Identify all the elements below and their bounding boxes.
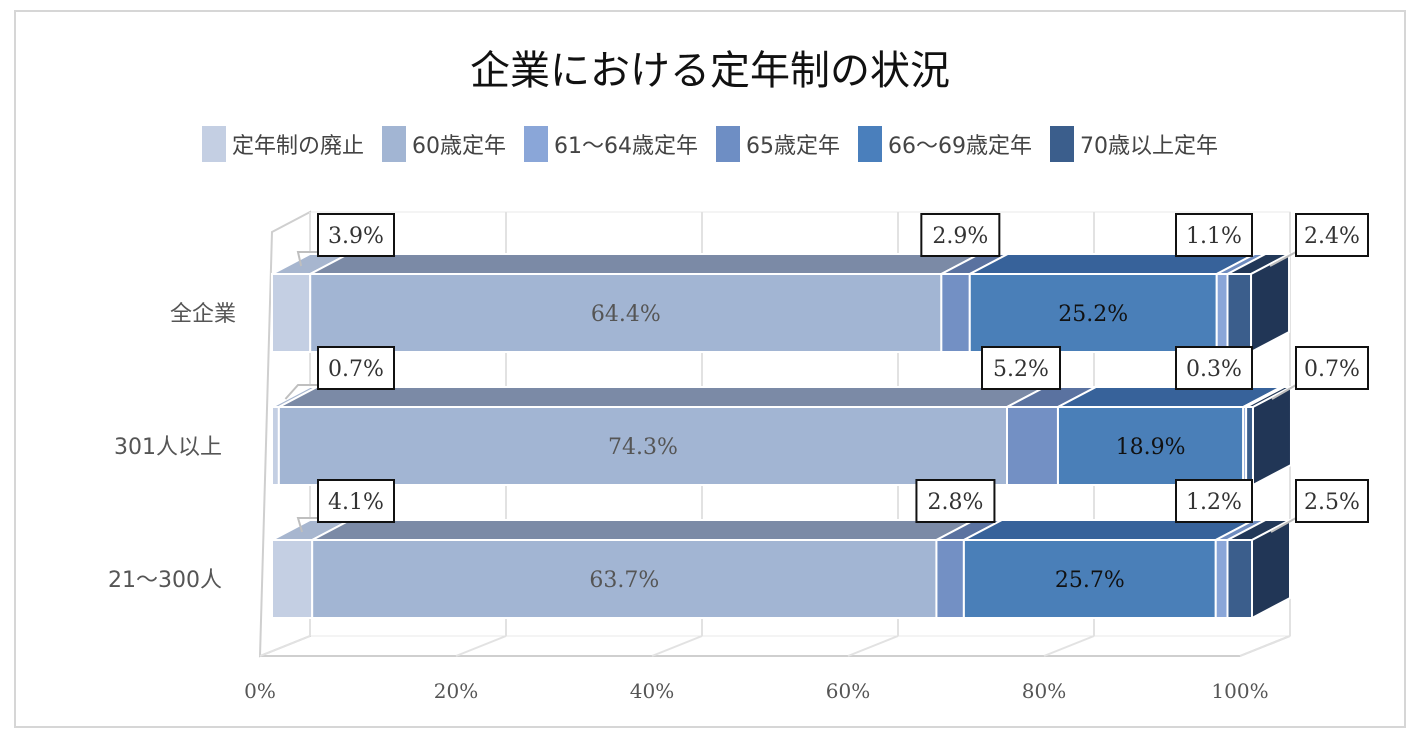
callout-label-1-5: 0.7%	[1304, 357, 1360, 382]
legend-label-2: 61～64歳定年	[554, 134, 698, 159]
category-label-2: 21～300人	[108, 568, 222, 593]
data-label-0-1: 64.4%	[591, 302, 661, 327]
callout-box-1-0	[317, 346, 395, 390]
bar-2-1	[311, 539, 938, 619]
bar-1-2	[1006, 406, 1059, 486]
callout-leader-1-5	[1271, 384, 1297, 400]
callout-box-0-2	[920, 213, 1001, 257]
tick-label-4: 80%	[1022, 679, 1066, 703]
legend-label-5: 70歳以上定年	[1080, 134, 1218, 159]
legend-label-0: 定年制の廃止	[231, 134, 364, 159]
bar-1-3	[1056, 406, 1245, 486]
data-label-1-3: 18.9%	[1116, 435, 1186, 460]
callout-label-1-2: 5.2%	[993, 357, 1049, 382]
legend-item-1: 60歳定年	[382, 126, 506, 162]
bar-0-2	[940, 273, 971, 353]
data-label-1-1: 74.3%	[608, 435, 678, 460]
callout-leader-0-5	[1269, 251, 1297, 267]
legend: 定年制の廃止 60歳定年 61～64歳定年 65歳定年 66～69歳定年 70歳以上定年	[0, 122, 1420, 166]
bar-1-5	[1245, 406, 1254, 486]
bar-0-5	[1226, 273, 1253, 353]
bar-top-0-1	[309, 253, 980, 275]
callout-box-1-2	[981, 346, 1061, 390]
legend-label-4: 66～69歳定年	[888, 134, 1032, 159]
callout-leader-2-0	[296, 517, 318, 533]
data-label-0-3: 25.2%	[1058, 302, 1128, 327]
bar-1-0	[271, 406, 280, 486]
callout-box-2-4	[1175, 479, 1253, 523]
legend-swatch-3	[716, 126, 740, 162]
gridline-floor-5	[1239, 635, 1291, 657]
callout-box-0-0	[317, 213, 395, 257]
legend-label-3: 65歳定年	[746, 134, 840, 159]
gridline-floor-4	[1043, 635, 1095, 657]
data-label-2-3: 25.7%	[1055, 568, 1125, 593]
category-label-0: 全企業	[170, 302, 236, 327]
callout-label-2-5: 2.5%	[1304, 490, 1360, 515]
callout-box-2-2	[915, 479, 996, 523]
callout-label-0-0: 3.9%	[328, 224, 384, 249]
gridline-floor-0	[259, 635, 311, 657]
legend-item-4: 66～69歳定年	[858, 126, 1032, 162]
callout-box-2-0	[317, 479, 395, 523]
gridline-floor-2	[651, 635, 703, 657]
legend-swatch-1	[382, 126, 406, 162]
bar-2-5	[1226, 539, 1253, 619]
legend-item-0: 定年制の廃止	[201, 126, 364, 162]
callout-label-0-4: 1.1%	[1186, 224, 1242, 249]
callout-leader-1-0	[284, 384, 318, 400]
callout-label-1-4: 0.3%	[1186, 357, 1242, 382]
category-label-1: 301人以上	[114, 435, 222, 460]
bar-0-0	[271, 273, 312, 353]
legend-item-5: 70歳以上定年	[1050, 126, 1218, 162]
callout-label-2-4: 1.2%	[1186, 490, 1242, 515]
tick-label-0: 0%	[244, 679, 276, 703]
legend-swatch-4	[858, 126, 882, 162]
callout-box-0-4	[1175, 213, 1253, 257]
bar-1-1	[277, 406, 1008, 486]
data-label-2-1: 63.7%	[589, 568, 659, 593]
legend-swatch-5	[1050, 126, 1074, 162]
bar-2-2	[935, 539, 965, 619]
callout-leader-0-0	[296, 251, 318, 267]
gridline-floor-3	[847, 635, 899, 657]
callout-box-1-4	[1175, 346, 1253, 390]
tick-label-2: 40%	[630, 679, 674, 703]
tick-label-3: 60%	[826, 679, 870, 703]
callout-label-1-0: 0.7%	[328, 357, 384, 382]
callout-label-2-0: 4.1%	[328, 490, 384, 515]
callout-label-0-2: 2.9%	[932, 224, 988, 249]
bar-0-4	[1215, 273, 1229, 353]
gridline-floor-1	[455, 635, 507, 657]
legend-label-1: 60歳定年	[412, 134, 506, 159]
callout-box-0-5	[1295, 213, 1369, 257]
bar-top-2-1	[311, 519, 975, 541]
callout-box-1-5	[1295, 346, 1369, 390]
bar-2-4	[1214, 539, 1229, 619]
tick-label-5: 100%	[1211, 679, 1268, 703]
tick-label-1: 20%	[434, 679, 478, 703]
callout-label-2-2: 2.8%	[927, 490, 983, 515]
callout-box-2-5	[1295, 479, 1369, 523]
callout-leader-2-5	[1270, 517, 1297, 533]
legend-item-3: 65歳定年	[716, 126, 840, 162]
callout-label-0-5: 2.4%	[1304, 224, 1360, 249]
legend-item-2: 61～64歳定年	[524, 126, 698, 162]
chart-title: 企業における定年制の状況	[470, 48, 950, 94]
bar-2-0	[271, 539, 314, 619]
legend-swatch-2	[524, 126, 548, 162]
legend-swatch-0	[201, 126, 226, 162]
